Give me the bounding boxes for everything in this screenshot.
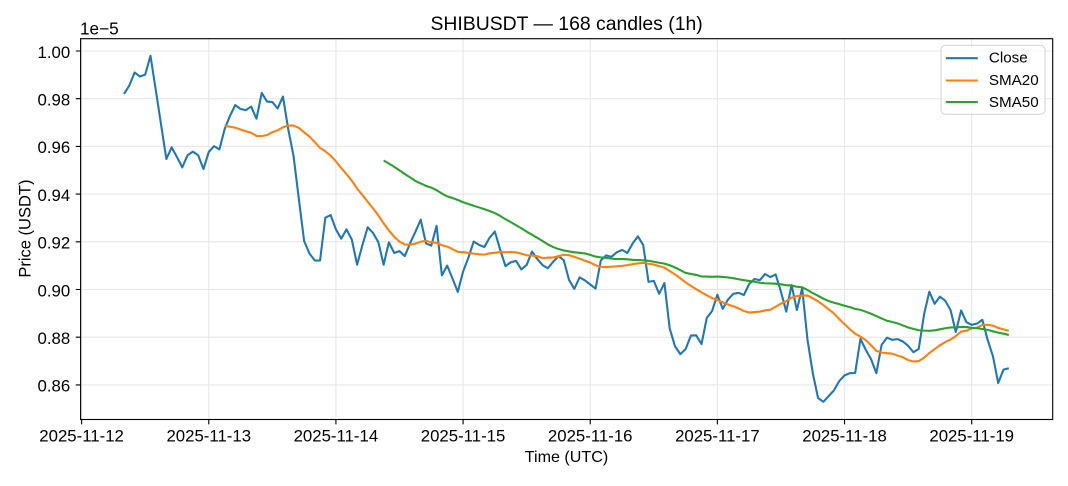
svg-text:Close: Close (989, 50, 1028, 67)
svg-text:0.86: 0.86 (38, 377, 71, 396)
svg-text:0.90: 0.90 (38, 281, 71, 300)
svg-text:1e−5: 1e−5 (80, 18, 119, 38)
svg-text:0.88: 0.88 (38, 329, 71, 348)
svg-text:2025-11-16: 2025-11-16 (548, 427, 633, 446)
svg-text:SHIBUSDT — 168 candles (1h): SHIBUSDT — 168 candles (1h) (430, 13, 702, 35)
svg-text:2025-11-17: 2025-11-17 (675, 427, 760, 446)
svg-text:2025-11-15: 2025-11-15 (421, 427, 506, 446)
svg-text:0.96: 0.96 (38, 138, 71, 157)
svg-text:0.94: 0.94 (38, 186, 71, 205)
svg-text:2025-11-14: 2025-11-14 (294, 427, 379, 446)
svg-text:2025-11-12: 2025-11-12 (39, 427, 124, 446)
svg-text:0.92: 0.92 (38, 234, 71, 253)
svg-text:2025-11-18: 2025-11-18 (802, 427, 887, 446)
svg-text:1.00: 1.00 (38, 43, 71, 62)
svg-text:Price (USDT): Price (USDT) (16, 180, 34, 278)
svg-text:SMA20: SMA20 (989, 72, 1039, 89)
svg-text:2025-11-19: 2025-11-19 (929, 427, 1014, 446)
svg-text:0.98: 0.98 (38, 91, 71, 110)
svg-text:2025-11-13: 2025-11-13 (166, 427, 251, 446)
svg-text:Time (UTC): Time (UTC) (525, 448, 608, 466)
svg-text:SMA50: SMA50 (989, 94, 1039, 111)
